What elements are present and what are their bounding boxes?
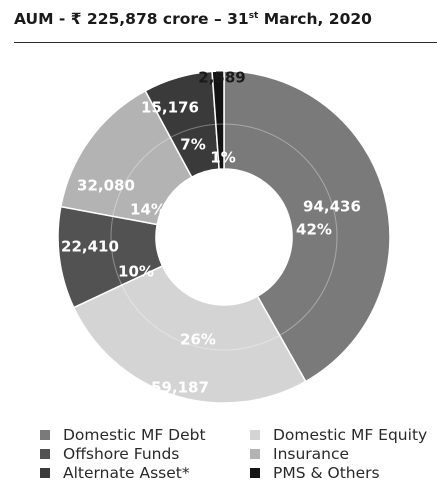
legend-swatch bbox=[40, 448, 50, 459]
legend-item-pms-others: PMS & Others bbox=[250, 463, 437, 482]
title-divider bbox=[14, 42, 437, 43]
legend-swatch bbox=[40, 467, 50, 478]
chart-title: AUM - ₹ 225,878 crore – 31st March, 2020 bbox=[14, 10, 372, 28]
percent-label-domestic-mf-equity: 26% bbox=[180, 331, 216, 349]
slice-domestic-mf-debt bbox=[223, 70, 391, 383]
title-superscript: st bbox=[248, 10, 259, 21]
percent-label-domestic-mf-debt: 42% bbox=[296, 221, 332, 239]
title-prefix: AUM - ₹ 225,878 crore – 31 bbox=[14, 10, 249, 28]
legend-item-domestic-mf-debt: Domestic MF Debt bbox=[40, 425, 250, 444]
value-label-alternate-asset: 15,176 bbox=[141, 99, 199, 117]
legend-label: Domestic MF Equity bbox=[273, 425, 428, 444]
legend-swatch bbox=[250, 429, 260, 440]
slice-insurance bbox=[59, 89, 193, 226]
title-suffix: March, 2020 bbox=[258, 10, 372, 28]
legend-label: Offshore Funds bbox=[63, 444, 180, 463]
legend-swatch bbox=[40, 429, 50, 440]
legend-label: Alternate Asset* bbox=[63, 463, 190, 482]
value-label-domestic-mf-equity: 59,187 bbox=[151, 379, 209, 397]
slice-pms-others bbox=[211, 70, 225, 170]
value-label-pms-others: 2,589 bbox=[198, 69, 245, 87]
value-label-domestic-mf-debt: 94,436 bbox=[303, 198, 361, 216]
legend-item-offshore-funds: Offshore Funds bbox=[40, 444, 250, 463]
legend-swatch bbox=[250, 467, 260, 478]
legend-label: PMS & Others bbox=[273, 463, 380, 482]
percent-label-offshore-funds: 10% bbox=[118, 263, 154, 281]
slice-domestic-mf-equity bbox=[72, 264, 307, 404]
legend-swatch bbox=[250, 448, 260, 459]
percent-label-insurance: 14% bbox=[130, 201, 166, 219]
value-label-offshore-funds: 22,410 bbox=[61, 238, 119, 256]
legend-label: Domestic MF Debt bbox=[63, 425, 206, 444]
legend-item-alternate-asset: Alternate Asset* bbox=[40, 463, 250, 482]
value-label-insurance: 32,080 bbox=[77, 177, 135, 195]
legend-label: Insurance bbox=[273, 444, 350, 463]
chart-legend: Domestic MF Debt Domestic MF Equity Offs… bbox=[40, 425, 437, 482]
percent-label-alternate-asset: 7% bbox=[180, 136, 205, 154]
inner-guide-ring bbox=[110, 123, 338, 351]
legend-item-insurance: Insurance bbox=[250, 444, 437, 463]
legend-item-domestic-mf-equity: Domestic MF Equity bbox=[250, 425, 437, 444]
percent-label-pms-others: 1% bbox=[210, 149, 235, 167]
